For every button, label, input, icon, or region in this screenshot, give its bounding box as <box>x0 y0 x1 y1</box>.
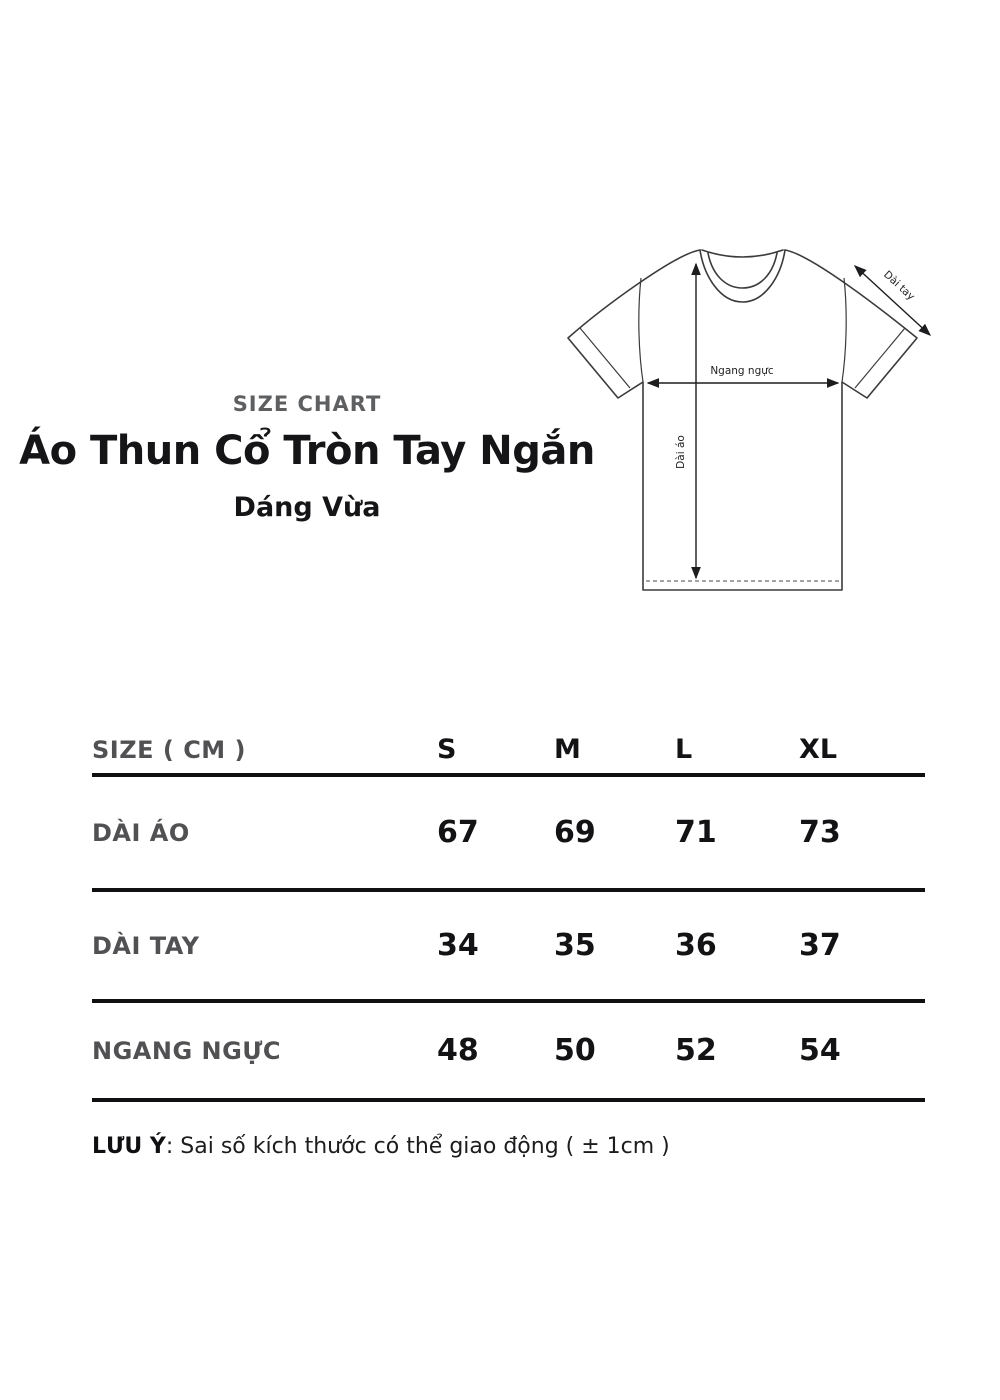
cell-value: 73 <box>799 815 841 850</box>
table-row-sleeve-length: DÀI TAY 34 35 36 37 <box>92 892 925 1003</box>
cell-value: 71 <box>675 815 717 850</box>
row-label: DÀI TAY <box>92 931 200 960</box>
col-header-l: L <box>675 734 693 765</box>
col-header-m: M <box>554 734 581 765</box>
cell-value: 52 <box>675 1033 717 1068</box>
tshirt-outline-icon: Ngang ngực Dài áo Dài tay <box>567 249 932 591</box>
tshirt-measurement-diagram: Ngang ngực Dài áo Dài tay <box>550 230 950 630</box>
sleeve-length-label: Dài tay <box>881 269 917 303</box>
row-label: DÀI ÁO <box>92 818 190 847</box>
sleeve-length-arrow <box>853 265 932 336</box>
cell-value: 48 <box>437 1033 479 1068</box>
chest-width-label: Ngang ngực <box>710 365 774 377</box>
tolerance-note: LƯU Ý: Sai số kích thước có thể giao độn… <box>92 1134 670 1159</box>
cell-value: 50 <box>554 1033 596 1068</box>
cell-value: 54 <box>799 1033 841 1068</box>
table-row-shirt-length: DÀI ÁO 67 69 71 73 <box>92 777 925 892</box>
row-label: NGANG NGỰC <box>92 1036 281 1065</box>
col-header-xl: XL <box>799 734 838 765</box>
cell-value: 35 <box>554 928 596 963</box>
note-label: LƯU Ý <box>92 1134 166 1159</box>
note-text: : Sai số kích thước có thể giao động ( ±… <box>165 1134 670 1159</box>
cell-value: 36 <box>675 928 717 963</box>
product-title: Áo Thun Cổ Tròn Tay Ngắn <box>19 428 595 474</box>
shirt-length-label: Dài áo <box>675 435 687 469</box>
fit-subtitle: Dáng Vừa <box>233 492 381 523</box>
col-header-s: S <box>437 734 457 765</box>
cell-value: 34 <box>437 928 479 963</box>
cell-value: 37 <box>799 928 841 963</box>
size-table-header-row: SIZE ( CM ) S M L XL <box>92 726 925 777</box>
size-unit-header: SIZE ( CM ) <box>92 735 247 764</box>
size-table: SIZE ( CM ) S M L XL DÀI ÁO 67 69 71 73 … <box>92 726 925 1102</box>
eyebrow-size-chart: SIZE CHART <box>232 392 382 416</box>
cell-value: 67 <box>437 815 479 850</box>
cell-value: 69 <box>554 815 596 850</box>
table-row-chest-width: NGANG NGỰC 48 50 52 54 <box>92 1003 925 1102</box>
